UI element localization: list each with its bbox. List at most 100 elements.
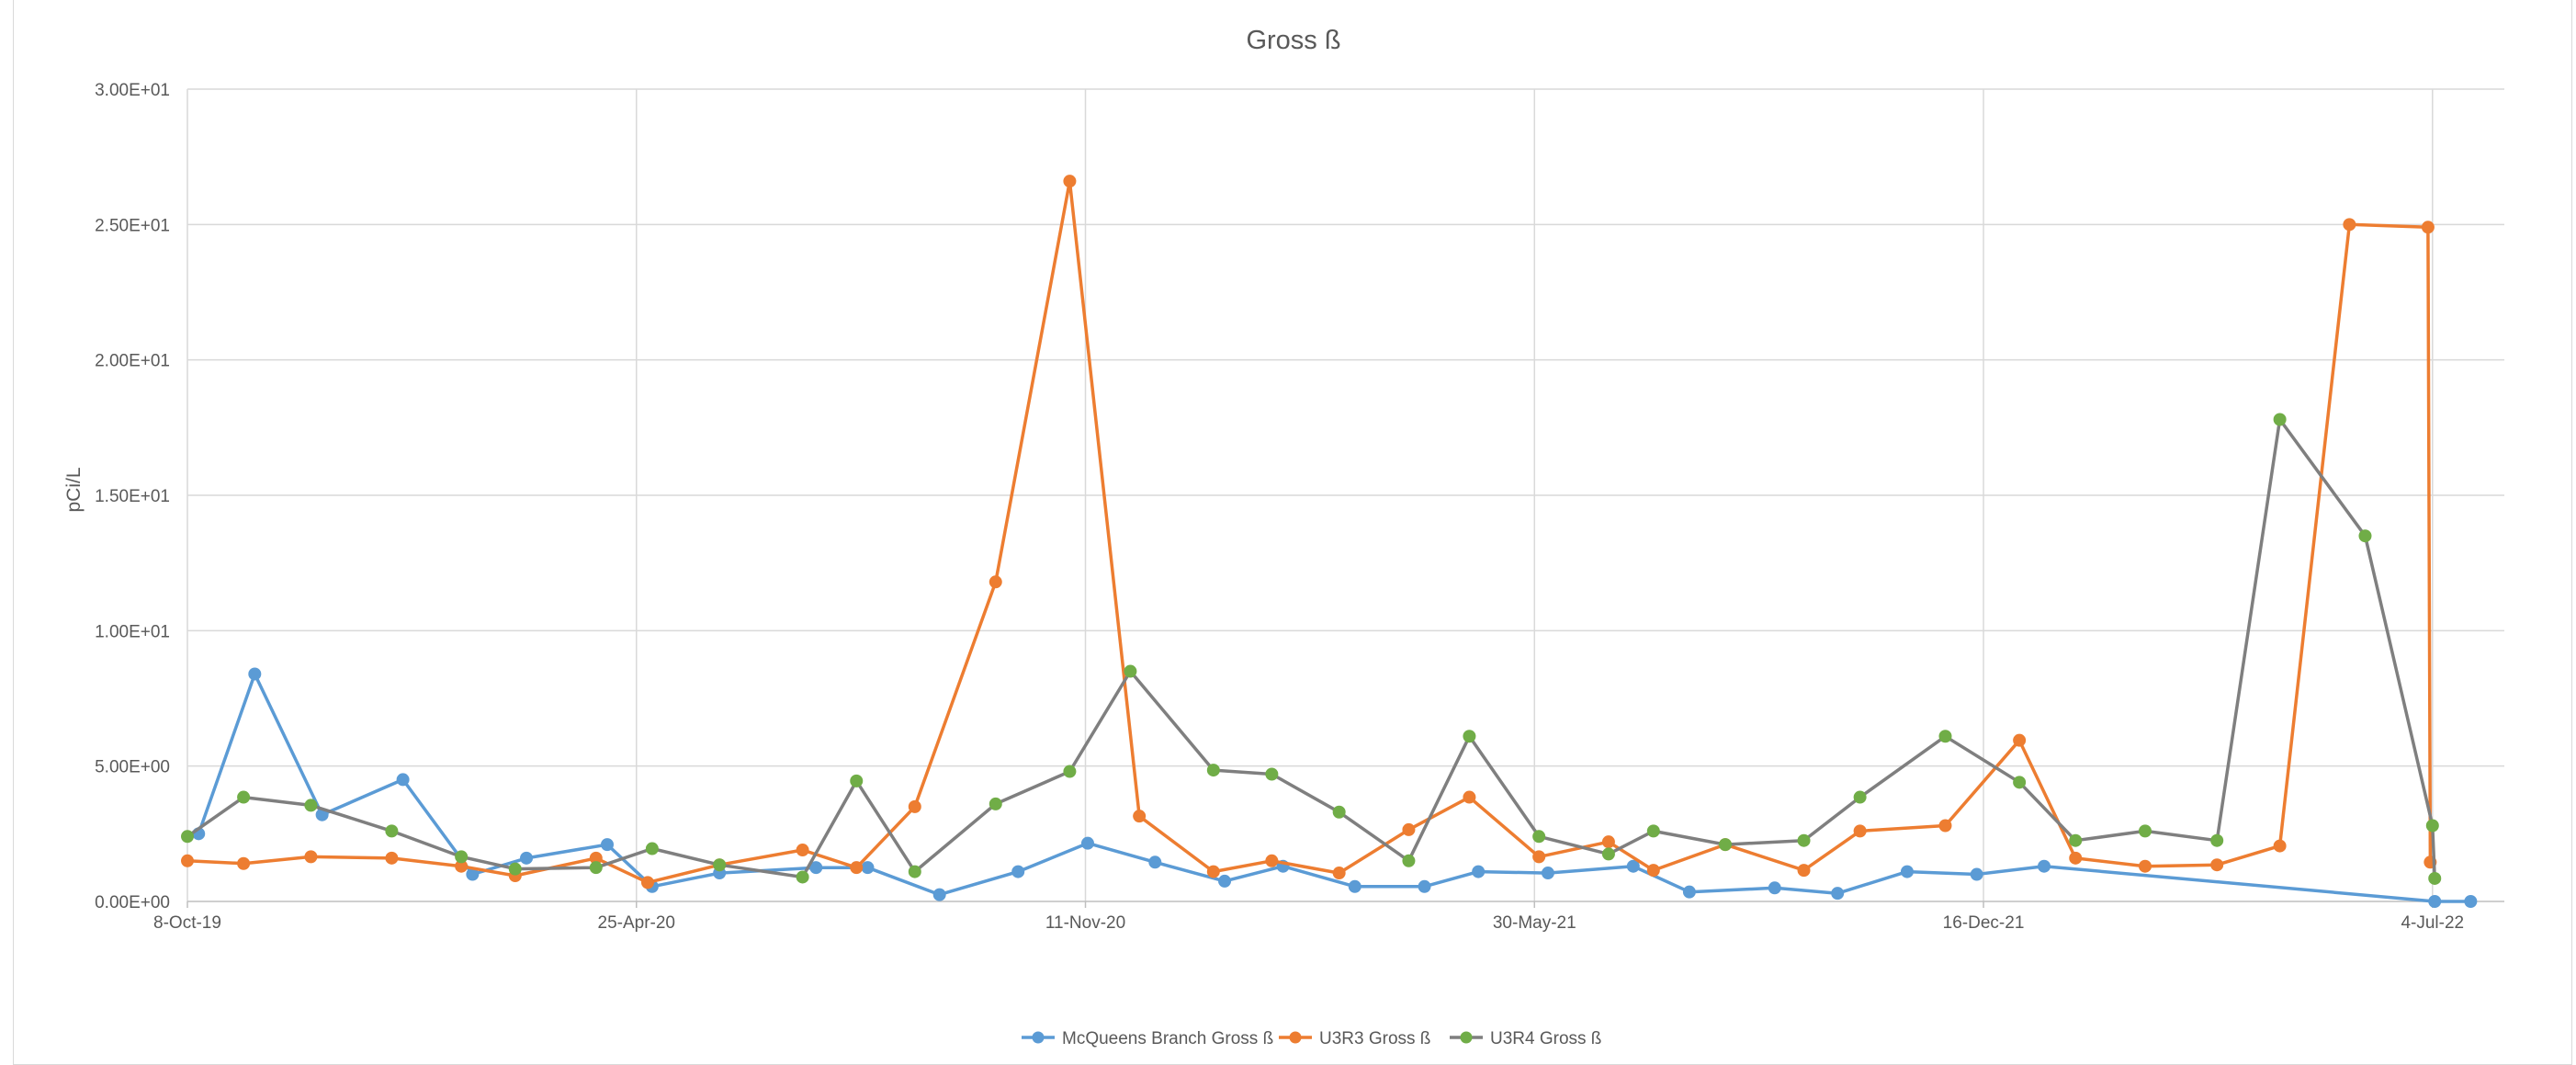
data-point	[1646, 864, 1660, 878]
y-tick-label: 2.00E+01	[95, 352, 170, 371]
data-point	[385, 851, 399, 865]
data-point	[1063, 175, 1077, 188]
data-point	[600, 838, 614, 852]
data-point	[1063, 765, 1077, 778]
data-point	[1541, 867, 1554, 880]
data-point	[2069, 851, 2083, 865]
x-tick-label: 8-Oct-19	[153, 913, 221, 933]
y-tick-label: 1.00E+01	[95, 622, 170, 641]
data-point	[2210, 833, 2224, 847]
data-point	[1938, 730, 1952, 743]
data-point	[2138, 824, 2152, 838]
data-point	[2358, 529, 2372, 543]
data-point	[932, 888, 946, 901]
data-point	[2138, 859, 2152, 873]
y-tick-label: 0.00E+00	[95, 893, 170, 912]
data-point	[1938, 819, 1952, 833]
chart-title: Gross ß	[1246, 26, 1340, 55]
data-point	[1124, 664, 1137, 678]
data-point	[455, 850, 469, 864]
y-tick-label: 2.50E+01	[95, 216, 170, 235]
data-point	[796, 844, 809, 857]
data-point	[1853, 824, 1867, 838]
data-point	[1682, 885, 1696, 899]
data-point	[1133, 810, 1147, 823]
data-point	[248, 667, 262, 681]
data-point	[2013, 733, 2027, 747]
data-point	[1148, 855, 1162, 869]
data-point	[2069, 833, 2083, 847]
data-point	[2210, 858, 2224, 872]
x-tick-label: 4-Jul-22	[2401, 913, 2464, 933]
data-point	[1206, 764, 1220, 777]
data-point	[1011, 865, 1025, 878]
data-point	[1970, 867, 1983, 881]
x-tick-label: 11-Nov-20	[1045, 913, 1125, 933]
data-point	[1646, 824, 1660, 838]
data-point	[1463, 790, 1476, 804]
x-tick-label: 25-Apr-20	[598, 913, 676, 933]
data-point	[989, 797, 1002, 810]
series-line	[197, 672, 2473, 903]
legend-label: U3R3 Gross ß	[1319, 1029, 1430, 1048]
series-3	[181, 413, 2442, 885]
data-point	[181, 854, 194, 867]
data-point	[850, 774, 864, 787]
data-point	[2343, 218, 2356, 232]
data-point	[2013, 776, 2027, 789]
y-tick-label: 5.00E+00	[95, 758, 170, 777]
data-point	[1768, 881, 1781, 895]
legend-marker	[1032, 1031, 1045, 1044]
data-point	[1900, 865, 1914, 878]
data-point	[1532, 830, 1546, 844]
data-point	[1265, 767, 1279, 781]
series-layer	[181, 175, 2478, 908]
data-point	[1472, 865, 1486, 878]
x-tick-label: 16-Dec-21	[1943, 913, 2025, 933]
x-tick-label: 30-May-21	[1493, 913, 1576, 933]
data-point	[989, 575, 1002, 589]
data-point	[520, 851, 534, 865]
data-point	[2428, 895, 2442, 908]
data-point	[1797, 833, 1811, 847]
data-point	[304, 850, 318, 864]
legend-marker	[1289, 1031, 1302, 1044]
data-point	[1402, 854, 1416, 867]
data-point	[809, 861, 823, 875]
data-point	[1463, 730, 1476, 743]
legend-item-2[interactable]: U3R3 Gross ß	[1279, 1029, 1430, 1048]
data-point	[1853, 790, 1867, 804]
data-point	[2273, 413, 2287, 426]
series-line	[186, 179, 2433, 885]
data-point	[850, 861, 864, 875]
legend-item-1[interactable]: McQueens Branch Gross ß	[1022, 1029, 1273, 1048]
data-point	[237, 856, 251, 870]
data-point	[2273, 839, 2287, 853]
legend-label: McQueens Branch Gross ß	[1062, 1029, 1273, 1048]
y-tick-label: 3.00E+01	[95, 81, 170, 100]
data-point	[2428, 871, 2442, 885]
series-line	[186, 417, 2436, 880]
data-point	[861, 861, 875, 875]
data-point	[1402, 822, 1416, 836]
data-point	[2421, 221, 2435, 234]
axes: 0.00E+00 5.00E+00 1.00E+01 1.50E+01 2.00E+01…	[95, 81, 2504, 933]
gridlines	[186, 88, 2504, 901]
data-point	[908, 799, 921, 813]
data-point	[640, 876, 654, 889]
data-point	[1532, 850, 1546, 864]
data-point	[1332, 805, 1346, 819]
y-tick-label: 1.50E+01	[95, 487, 170, 506]
data-point	[1080, 836, 1094, 850]
y-axis-label: pCi/L	[63, 467, 85, 512]
data-point	[2425, 819, 2439, 833]
data-point	[2038, 859, 2051, 873]
data-point	[1332, 867, 1346, 880]
legend-marker	[1460, 1031, 1473, 1044]
data-point	[181, 830, 194, 844]
data-point	[2464, 895, 2478, 908]
data-point	[396, 773, 410, 787]
data-point	[1218, 874, 1232, 888]
legend-item-3[interactable]: U3R4 Gross ß	[1450, 1029, 1601, 1048]
